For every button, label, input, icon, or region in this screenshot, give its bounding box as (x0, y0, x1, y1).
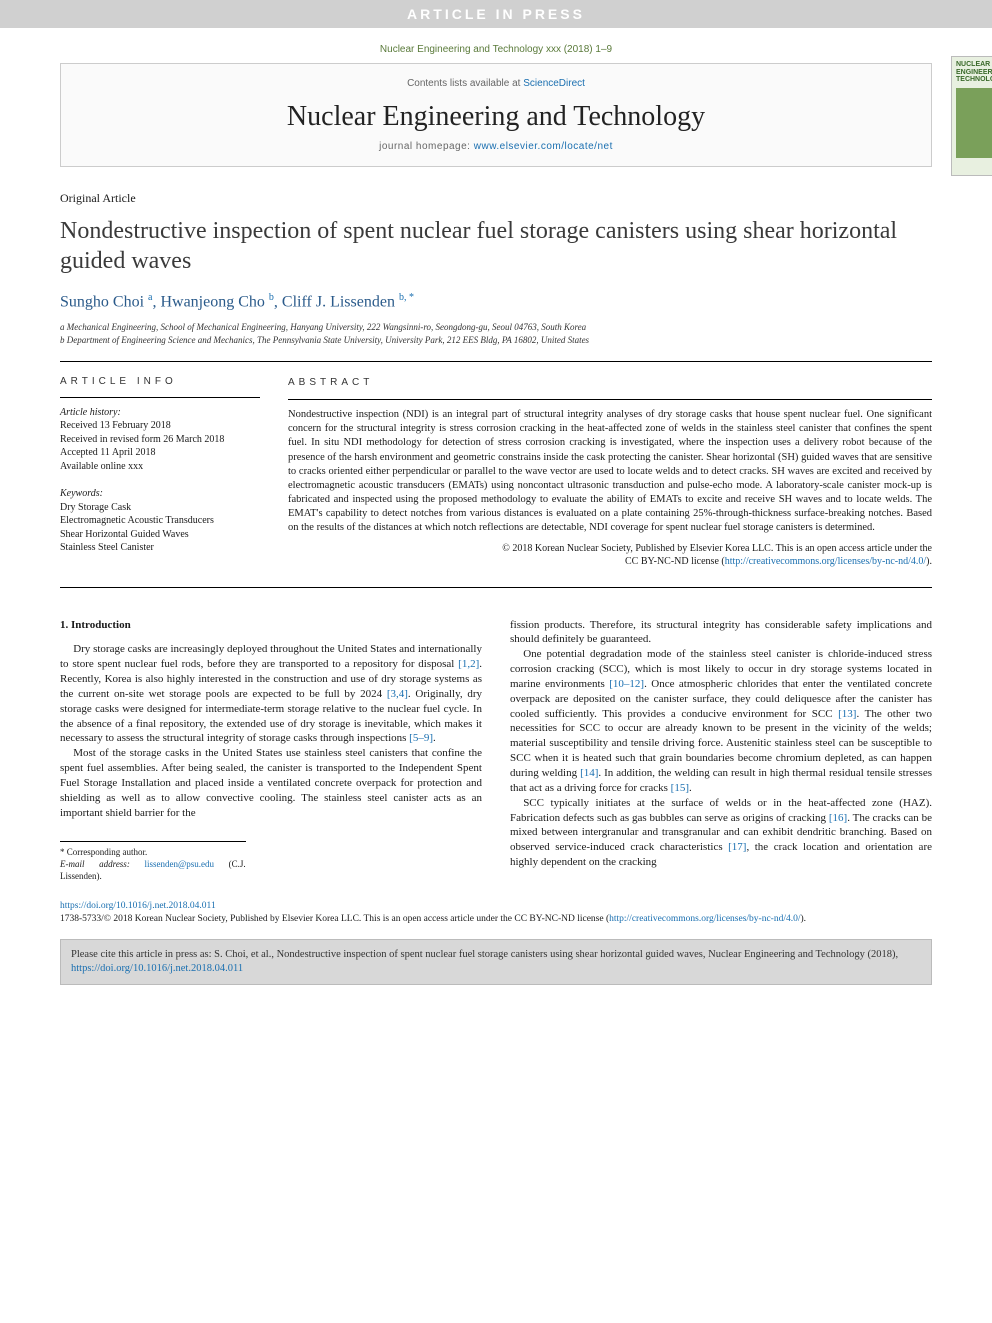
copyright-line1: © 2018 Korean Nuclear Society, Published… (288, 542, 932, 556)
corresponding-email-link[interactable]: lissenden@psu.edu (144, 859, 214, 869)
keywords-label: Keywords: (60, 487, 260, 501)
article-in-press-banner: ARTICLE IN PRESS (0, 0, 992, 28)
citation-ref[interactable]: [17] (728, 841, 746, 853)
history-label: Article history: (60, 406, 260, 420)
text-run: Dry storage casks are increasingly deplo… (60, 643, 482, 670)
body-paragraph: Dry storage casks are increasingly deplo… (60, 642, 482, 746)
keyword-item: Electromagnetic Acoustic Transducers (60, 514, 260, 528)
cite-this-article-box: Please cite this article in press as: S.… (60, 939, 932, 985)
article-info-heading: ARTICLE INFO (60, 376, 260, 387)
body-paragraph: fission products. Therefore, its structu… (510, 618, 932, 648)
citation-ref[interactable]: [15] (671, 782, 689, 794)
affiliation-b: b Department of Engineering Science and … (60, 334, 932, 347)
cover-body (956, 88, 992, 158)
section-1-heading: 1. Introduction (60, 618, 482, 633)
keyword-item: Dry Storage Cask (60, 501, 260, 515)
citation-ref[interactable]: [3,4] (387, 688, 408, 700)
article-title: Nondestructive inspection of spent nucle… (60, 216, 932, 276)
citation-ref[interactable]: [10–12] (609, 678, 644, 690)
history-received: Received 13 February 2018 (60, 419, 260, 433)
article-history: Article history: Received 13 February 20… (60, 406, 260, 474)
affiliation-a: a Mechanical Engineering, School of Mech… (60, 321, 932, 334)
abstract-heading: ABSTRACT (288, 376, 932, 390)
copyright-line2-suffix: ). (926, 556, 932, 567)
copyright-line2-prefix: CC BY-NC-ND license ( (625, 556, 725, 567)
divider-rule (60, 361, 932, 362)
cover-title: NUCLEAR ENGINEERING AND TECHNOLOGY (956, 61, 992, 84)
email-label: E-mail address: (60, 859, 144, 869)
history-accepted: Accepted 11 April 2018 (60, 446, 260, 460)
citation-ref[interactable]: [5–9] (409, 732, 433, 744)
contents-available-line: Contents lists available at ScienceDirec… (79, 78, 913, 89)
body-paragraph: Most of the storage casks in the United … (60, 746, 482, 820)
cc-license-link[interactable]: http://creativecommons.org/licenses/by-n… (725, 556, 926, 567)
affiliations: a Mechanical Engineering, School of Mech… (60, 321, 932, 346)
issn-text-a: 1738-5733/© 2018 Korean Nuclear Society,… (60, 914, 609, 924)
article-type: Original Article (60, 191, 932, 206)
article-info-column: ARTICLE INFO Article history: Received 1… (60, 376, 260, 569)
doi-link[interactable]: https://doi.org/10.1016/j.net.2018.04.01… (60, 901, 216, 911)
abstract-rule (288, 399, 932, 400)
history-revised: Received in revised form 26 March 2018 (60, 433, 260, 447)
text-run: . (433, 732, 436, 744)
citation-ref[interactable]: [1,2] (458, 658, 479, 670)
sciencedirect-link[interactable]: ScienceDirect (523, 78, 585, 89)
copyright-block: © 2018 Korean Nuclear Society, Published… (288, 542, 932, 569)
contents-prefix: Contents lists available at (407, 78, 523, 89)
citation-ref[interactable]: [13] (838, 708, 856, 720)
cite-text: Please cite this article in press as: S.… (71, 949, 898, 960)
doi-block: https://doi.org/10.1016/j.net.2018.04.01… (0, 900, 992, 927)
issn-cc-link[interactable]: http://creativecommons.org/licenses/by-n… (609, 914, 800, 924)
top-citation: Nuclear Engineering and Technology xxx (… (0, 28, 992, 63)
abstract-text: Nondestructive inspection (NDI) is an in… (288, 408, 932, 536)
keyword-item: Shear Horizontal Guided Waves (60, 528, 260, 542)
history-online: Available online xxx (60, 460, 260, 474)
keyword-item: Stainless Steel Canister (60, 541, 260, 555)
corresponding-star: * Corresponding author. (60, 846, 246, 858)
journal-masthead: Contents lists available at ScienceDirec… (60, 63, 932, 167)
journal-cover-thumbnail: NUCLEAR ENGINEERING AND TECHNOLOGY (951, 56, 992, 176)
body-paragraph: SCC typically initiates at the surface o… (510, 796, 932, 870)
issn-text-b: ). (801, 914, 807, 924)
body-paragraph: One potential degradation mode of the st… (510, 647, 932, 795)
cite-doi-link[interactable]: https://doi.org/10.1016/j.net.2018.04.01… (71, 963, 243, 974)
divider-rule-thin (60, 587, 932, 588)
body-two-column: 1. Introduction Dry storage casks are in… (60, 618, 932, 882)
text-run: . (689, 782, 692, 794)
info-rule (60, 397, 260, 398)
abstract-column: ABSTRACT Nondestructive inspection (NDI)… (288, 376, 932, 569)
authors-line: Sungho Choi a, Hwanjeong Cho b, Cliff J.… (60, 292, 932, 311)
journal-homepage-link[interactable]: www.elsevier.com/locate/net (474, 141, 613, 152)
homepage-prefix: journal homepage: (379, 141, 474, 152)
journal-name: Nuclear Engineering and Technology (79, 101, 913, 133)
citation-ref[interactable]: [14] (580, 767, 598, 779)
citation-ref[interactable]: [16] (829, 812, 847, 824)
keywords-block: Keywords: Dry Storage Cask Electromagnet… (60, 487, 260, 555)
journal-homepage-line: journal homepage: www.elsevier.com/locat… (79, 141, 913, 152)
corresponding-author-footer: * Corresponding author. E-mail address: … (60, 841, 246, 882)
